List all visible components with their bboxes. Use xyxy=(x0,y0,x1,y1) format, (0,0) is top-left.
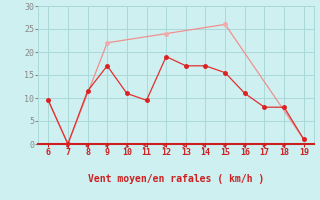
X-axis label: Vent moyen/en rafales ( km/h ): Vent moyen/en rafales ( km/h ) xyxy=(88,174,264,184)
